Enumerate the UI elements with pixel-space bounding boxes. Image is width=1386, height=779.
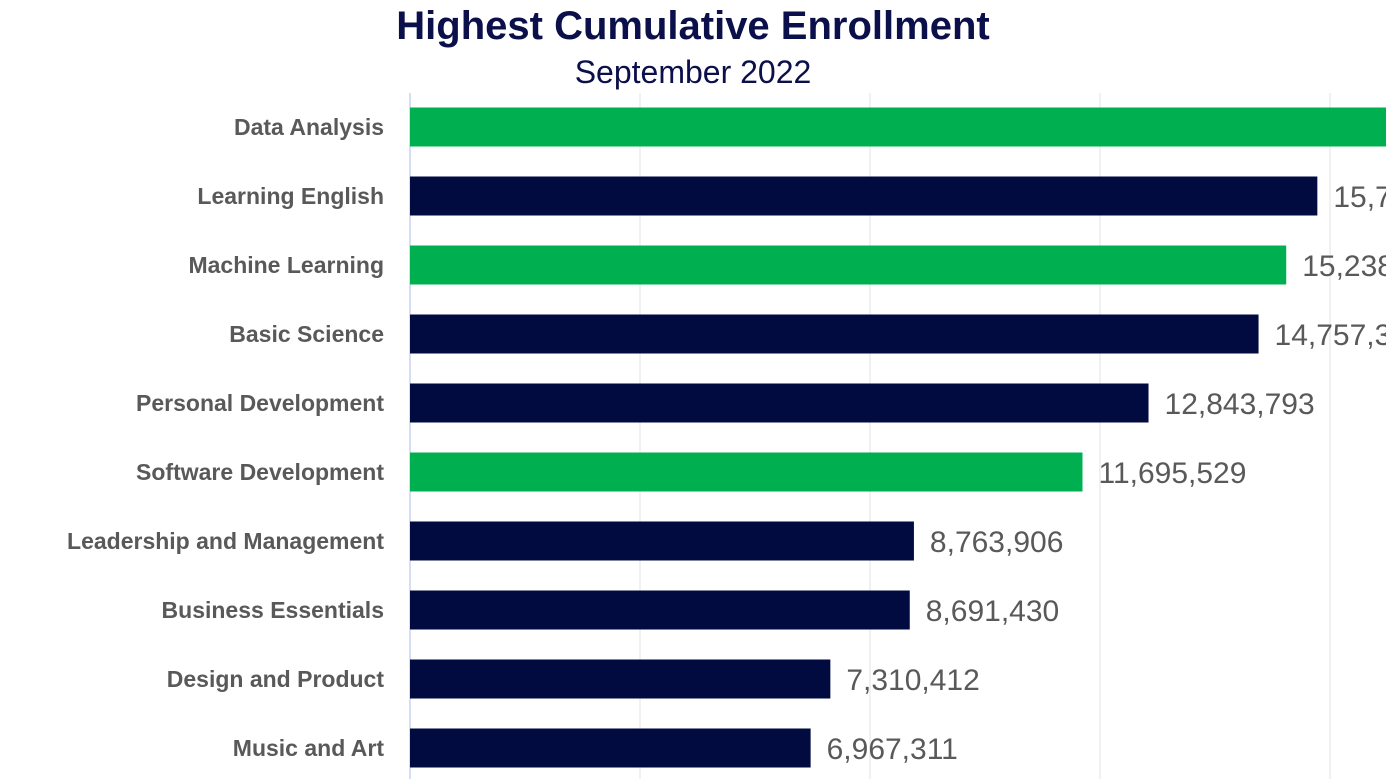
bar: [410, 728, 811, 768]
value-label: 11,695,529: [1098, 457, 1246, 490]
bar: [410, 452, 1083, 492]
category-label: Data Analysis: [234, 114, 384, 140]
bar: [410, 590, 910, 630]
bar: [410, 176, 1318, 216]
value-label: 8,763,906: [930, 526, 1063, 559]
category-label: Personal Development: [136, 390, 384, 416]
category-label: Software Development: [136, 459, 384, 485]
value-label: 7,310,412: [846, 664, 979, 697]
bar: [410, 107, 1386, 147]
bar: [410, 659, 831, 699]
value-label: 15,238,724: [1302, 250, 1386, 283]
value-label: 12,843,793: [1165, 388, 1315, 421]
value-labels: 17,325,78615,779,84215,238,72414,757,354…: [827, 181, 1386, 766]
value-label: 6,967,311: [827, 733, 958, 766]
category-label: Learning English: [197, 183, 384, 209]
category-label: Design and Product: [167, 666, 385, 692]
value-label: 15,779,842: [1333, 181, 1386, 214]
category-label: Basic Science: [229, 321, 384, 347]
bar: [410, 383, 1149, 423]
category-label: Leadership and Management: [67, 528, 384, 554]
category-label: Music and Art: [233, 735, 385, 761]
chart-subtitle: September 2022: [574, 54, 812, 90]
value-label: 8,691,430: [926, 595, 1059, 628]
bar: [410, 521, 914, 561]
category-label: Business Essentials: [162, 597, 384, 623]
category-labels: Data Analysis Learning English Machine Lea…: [67, 114, 384, 761]
category-label: Machine Learning: [188, 252, 384, 278]
bar: [410, 314, 1259, 354]
chart-title: Highest Cumulative Enrollment: [396, 4, 990, 48]
value-label: 14,757,354: [1275, 319, 1386, 352]
bar: [410, 245, 1287, 285]
bars: [410, 107, 1386, 768]
